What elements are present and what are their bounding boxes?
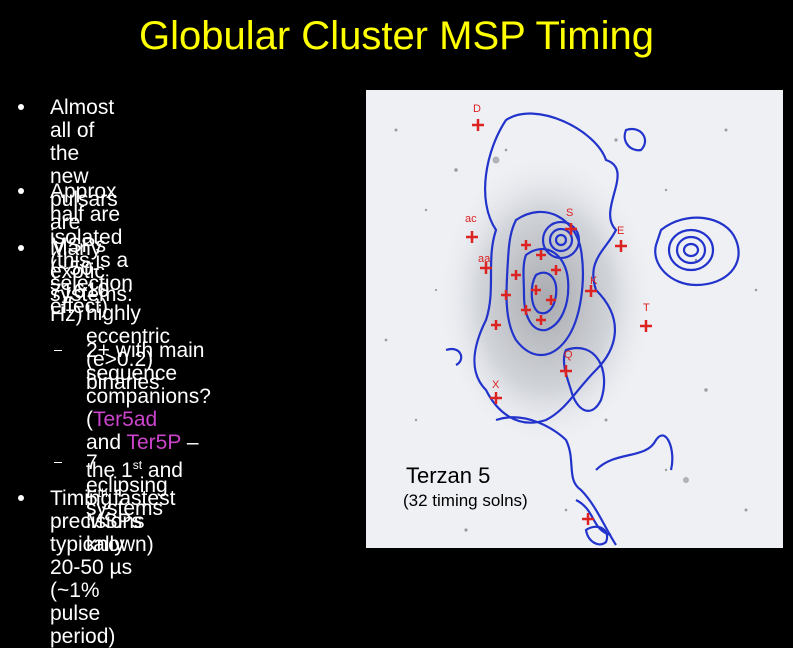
bullet-dot [18, 104, 24, 110]
figure-label: Terzan 5 [406, 463, 491, 488]
ter5p-link: Ter5P [126, 431, 181, 454]
svg-text:X: X [492, 379, 500, 391]
svg-text:Q: Q [564, 349, 573, 361]
pulsar-markers [466, 119, 652, 525]
svg-text:E: E [617, 225, 624, 237]
svg-text:K: K [590, 275, 598, 287]
bullet-dot [18, 188, 24, 194]
ter5ad-link: Ter5ad [93, 408, 158, 431]
figure-sublabel: (32 timing solns) [403, 491, 528, 510]
sub-bullet-dash [54, 462, 62, 463]
terzan5-contour-image: D ac S E aa K T Q X Terzan 5 (32 timing … [366, 90, 783, 548]
svg-text:D: D [473, 103, 481, 115]
contour-map: D ac S E aa K T Q X [384, 103, 758, 546]
bullet-dot [18, 495, 24, 501]
svg-text:aa: aa [478, 253, 491, 265]
star-field [384, 128, 758, 532]
sub-bullet-dash [54, 290, 62, 291]
svg-text:ac: ac [465, 213, 477, 225]
slide-title: Globular Cluster MSP Timing [139, 14, 654, 58]
svg-text:T: T [643, 302, 650, 314]
bullet-dot [18, 245, 24, 251]
svg-text:S: S [566, 207, 573, 219]
pulsar-labels: D ac S E aa K T Q X [465, 103, 650, 391]
sub-bullet-dash [54, 350, 62, 351]
